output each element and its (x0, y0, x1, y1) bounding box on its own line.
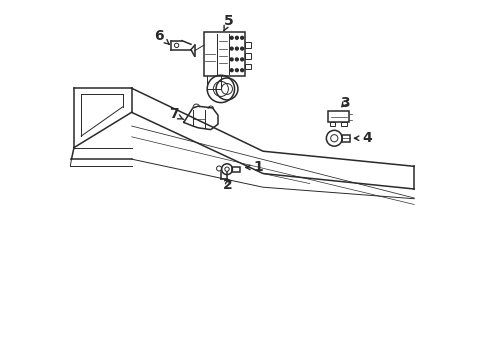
Bar (342, 135, 350, 142)
Circle shape (241, 36, 244, 39)
Bar (245, 53, 251, 59)
Circle shape (236, 69, 238, 72)
Text: 4: 4 (354, 131, 372, 145)
Bar (245, 64, 251, 69)
Text: 5: 5 (224, 14, 234, 31)
Bar (204, 32, 245, 76)
Bar (328, 111, 349, 122)
Text: 2: 2 (223, 178, 233, 192)
Bar (342, 122, 346, 126)
Text: 1: 1 (245, 161, 264, 174)
Bar (232, 167, 240, 172)
Circle shape (230, 47, 233, 50)
Circle shape (241, 58, 244, 61)
Circle shape (236, 36, 238, 39)
Circle shape (230, 69, 233, 72)
Text: 7: 7 (169, 108, 184, 121)
Circle shape (241, 69, 244, 72)
Circle shape (241, 47, 244, 50)
Text: 3: 3 (340, 96, 350, 109)
Bar (330, 122, 335, 126)
Circle shape (230, 36, 233, 39)
Circle shape (230, 58, 233, 61)
Text: 6: 6 (154, 29, 169, 44)
Circle shape (236, 47, 238, 50)
Circle shape (236, 58, 238, 61)
Bar (245, 42, 251, 48)
